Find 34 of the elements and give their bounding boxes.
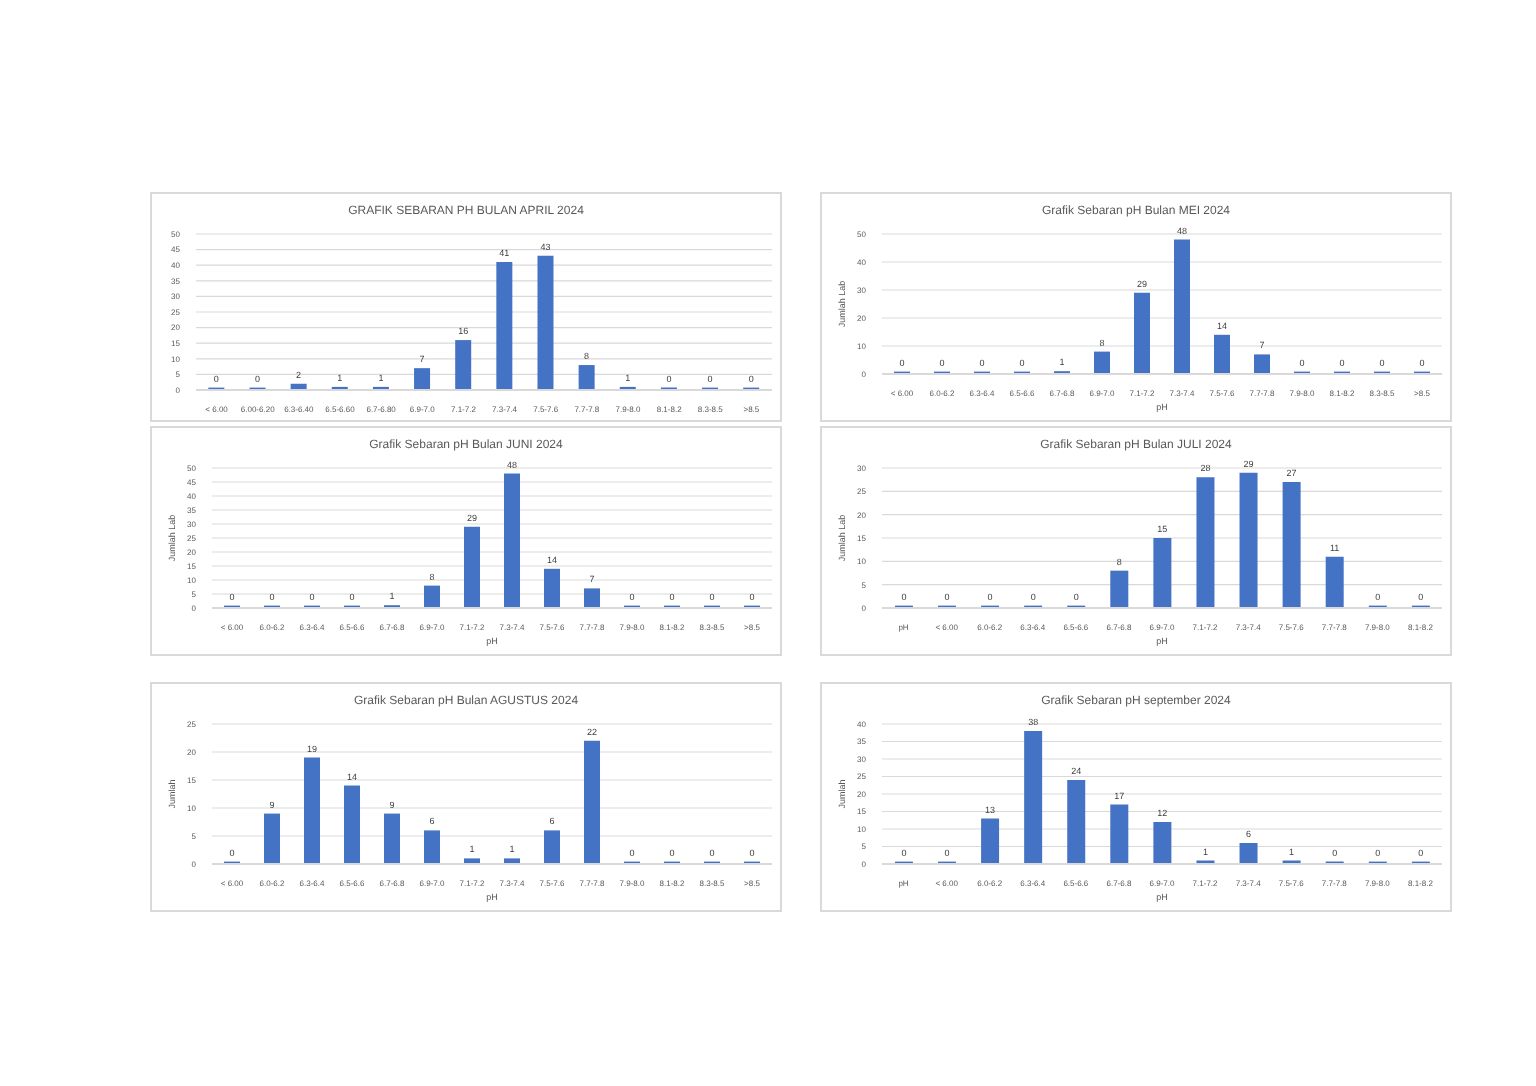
bar [424, 585, 440, 608]
bar [578, 365, 595, 390]
bar [1024, 731, 1043, 864]
bar [1094, 351, 1110, 374]
bar [981, 818, 1000, 864]
bar [344, 785, 360, 864]
bar [464, 526, 480, 608]
bar [1153, 822, 1172, 864]
bar [537, 255, 554, 390]
bar [1196, 477, 1215, 608]
bar [1067, 780, 1086, 864]
bar [1134, 292, 1150, 374]
bar [1214, 334, 1230, 374]
bar [1153, 538, 1172, 608]
bar [496, 262, 513, 390]
bar [1282, 482, 1301, 608]
bar [544, 830, 560, 864]
bar [504, 473, 520, 608]
bar [544, 568, 560, 608]
bar [1239, 472, 1258, 608]
bar [1254, 354, 1270, 374]
bar [455, 340, 472, 390]
bar [584, 588, 600, 608]
bar [1174, 239, 1190, 374]
bar [584, 740, 600, 864]
bar [1239, 843, 1258, 864]
bar [424, 830, 440, 864]
bar [414, 368, 431, 390]
bar [264, 813, 280, 864]
bar [1110, 570, 1129, 608]
bar [304, 757, 320, 864]
bar [1325, 556, 1344, 608]
bar [384, 813, 400, 864]
bar [1110, 804, 1129, 864]
